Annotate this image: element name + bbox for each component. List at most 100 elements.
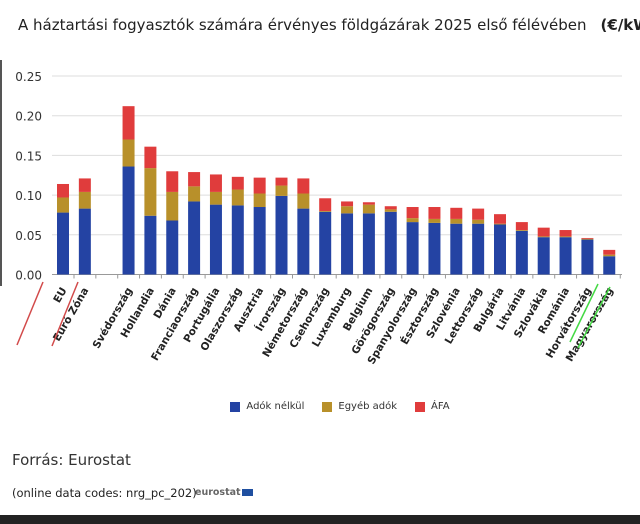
bar-egyéb-adók <box>78 191 91 209</box>
bar-egyéb-adók <box>166 191 179 221</box>
y-tick-label: 0.25 <box>15 70 42 84</box>
bar-egyéb-adók <box>144 168 157 216</box>
source-text: Forrás: Eurostat <box>12 451 131 469</box>
bar-áfa <box>297 178 310 194</box>
bar-adók-nélkül <box>188 201 201 275</box>
legend-label: ÁFA <box>431 401 450 412</box>
bar-egyéb-adók <box>341 206 354 214</box>
bar-adók-nélkül <box>603 256 616 275</box>
bar-adók-nélkül <box>253 207 266 275</box>
bar-áfa <box>188 172 201 187</box>
bar-áfa <box>494 214 506 224</box>
bar-áfa <box>231 176 244 190</box>
unit-label: (€/kWh) <box>600 16 640 34</box>
bar-adók-nélkül <box>428 222 441 275</box>
legend-swatch <box>415 401 426 412</box>
legend-item: ÁFA <box>415 401 450 412</box>
legend-swatch <box>230 401 241 412</box>
bar-egyéb-adók <box>362 204 375 214</box>
bar-adók-nélkül <box>297 208 310 275</box>
bar-egyéb-adók <box>581 238 594 240</box>
bar-adók-nélkül <box>384 211 397 275</box>
bottom-bar <box>0 515 640 524</box>
bar-áfa <box>319 198 332 211</box>
x-tick-label: EU <box>51 286 69 306</box>
bar-áfa <box>581 237 594 239</box>
bar-áfa <box>275 177 288 186</box>
bar-egyéb-adók <box>253 193 266 208</box>
bar-egyéb-adók <box>231 189 244 206</box>
legend: Adók nélkül Egyéb adók ÁFA <box>0 401 640 412</box>
y-tick-label: 0.05 <box>15 229 42 243</box>
bar-adók-nélkül <box>57 212 69 275</box>
bar-adók-nélkül <box>537 237 550 275</box>
bar-áfa <box>515 222 528 231</box>
bar-adók-nélkül <box>166 220 179 275</box>
bar-egyéb-adók <box>384 209 397 212</box>
legend-label: Egyéb adók <box>338 401 398 412</box>
highlight-line <box>51 281 79 347</box>
bar-áfa <box>559 230 572 237</box>
bar-egyéb-adók <box>319 210 332 212</box>
bar-adók-nélkül <box>122 166 135 275</box>
bar-egyéb-adók <box>559 236 572 238</box>
y-tick-label: 0.20 <box>15 110 42 124</box>
bar-adók-nélkül <box>341 213 354 275</box>
bar-egyéb-adók <box>275 185 288 196</box>
bar-áfa <box>341 201 354 207</box>
bar-adók-nélkül <box>581 239 594 275</box>
bar-áfa <box>166 171 179 192</box>
bar-áfa <box>362 202 375 205</box>
legend-item: Adók nélkül <box>230 401 304 412</box>
bar-adók-nélkül <box>275 195 288 275</box>
eu-flag-icon <box>241 489 253 496</box>
bar-áfa <box>406 207 419 219</box>
bar-áfa <box>253 177 266 194</box>
bar-adók-nélkül <box>209 204 222 275</box>
bar-adók-nélkül <box>231 205 244 275</box>
bar-adók-nélkül <box>472 223 485 275</box>
title-text: A háztartási fogyasztók számára érvényes… <box>18 16 587 34</box>
bar-egyéb-adók <box>57 197 69 213</box>
bar-áfa <box>384 206 397 210</box>
highlight-line <box>577 286 611 349</box>
bar-adók-nélkül <box>515 230 528 275</box>
bar-egyéb-adók <box>406 218 419 223</box>
bar-egyéb-adók <box>515 230 528 231</box>
bar-adók-nélkül <box>362 213 375 275</box>
bar-áfa <box>209 174 222 192</box>
highlight-line <box>569 283 599 343</box>
bar-adók-nélkül <box>144 215 157 275</box>
y-tick-label: 0.15 <box>15 149 42 163</box>
highlight-line <box>16 281 44 346</box>
bar-egyéb-adók <box>188 186 201 202</box>
bar-áfa <box>428 207 441 219</box>
bar-adók-nélkül <box>494 224 506 275</box>
bar-adók-nélkül <box>406 222 419 275</box>
bar-áfa <box>603 249 616 255</box>
eurostat-logo: eurostat <box>195 487 253 498</box>
bar-egyéb-adók <box>209 191 222 205</box>
bar-egyéb-adók <box>428 218 441 223</box>
y-tick-label: 0.00 <box>15 269 42 283</box>
left-border <box>0 60 2 286</box>
bar-adók-nélkül <box>450 223 463 275</box>
bar-egyéb-adók <box>494 223 506 225</box>
bar-adók-nélkül <box>559 237 572 275</box>
bar-áfa <box>472 208 485 220</box>
bar-egyéb-adók <box>450 218 463 224</box>
bar-egyéb-adók <box>603 254 616 257</box>
legend-swatch <box>322 401 333 412</box>
data-codes-text: (online data codes: nrg_pc_202) <box>12 486 197 500</box>
legend-label: Adók nélkül <box>246 401 305 412</box>
chart-title: A háztartási fogyasztók számára érvényes… <box>18 16 640 34</box>
logo-text: eurostat <box>195 487 241 498</box>
bar-adók-nélkül <box>78 208 91 275</box>
bar-adók-nélkül <box>319 211 332 275</box>
legend-item: Egyéb adók <box>322 401 397 412</box>
bar-egyéb-adók <box>537 236 550 238</box>
bar-áfa <box>144 146 157 169</box>
bar-áfa <box>57 183 69 198</box>
